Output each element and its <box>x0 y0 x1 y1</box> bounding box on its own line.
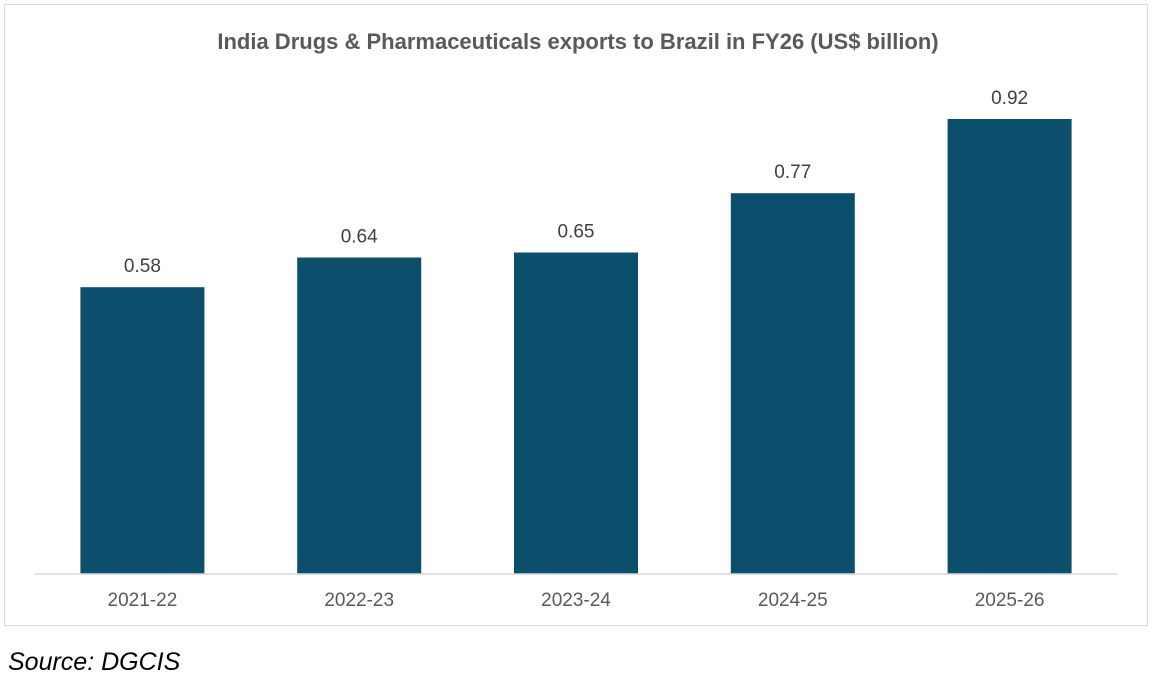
x-tick-labels-group: 2021-22 2022-23 2023-24 2024-25 2025-26 <box>108 590 1045 611</box>
bar-2021-22 <box>80 287 205 574</box>
chart-title: India Drugs & Pharmaceuticals exports to… <box>217 29 938 54</box>
data-label-2023-24: 0.65 <box>558 222 595 243</box>
x-tick-label-2021-22: 2021-22 <box>108 590 178 611</box>
data-label-2024-25: 0.77 <box>774 162 811 183</box>
bars-group <box>80 119 1072 574</box>
x-tick-label-2024-25: 2024-25 <box>758 590 828 611</box>
bar-chart: India Drugs & Pharmaceuticals exports to… <box>34 29 1118 611</box>
x-tick-label-2022-23: 2022-23 <box>324 590 394 611</box>
data-label-2021-22: 0.58 <box>124 256 161 277</box>
x-tick-label-2023-24: 2023-24 <box>541 590 611 611</box>
data-label-2022-23: 0.64 <box>341 227 378 248</box>
bar-2025-26 <box>947 119 1072 574</box>
bar-2022-23 <box>297 257 422 574</box>
data-labels-group: 0.58 0.64 0.65 0.77 0.92 <box>124 88 1028 277</box>
data-label-2025-26: 0.92 <box>991 88 1028 109</box>
bar-2024-25 <box>730 193 855 574</box>
source-note: Source: DGCIS <box>8 648 181 676</box>
bar-2023-24 <box>514 252 638 574</box>
x-tick-label-2025-26: 2025-26 <box>975 590 1045 611</box>
